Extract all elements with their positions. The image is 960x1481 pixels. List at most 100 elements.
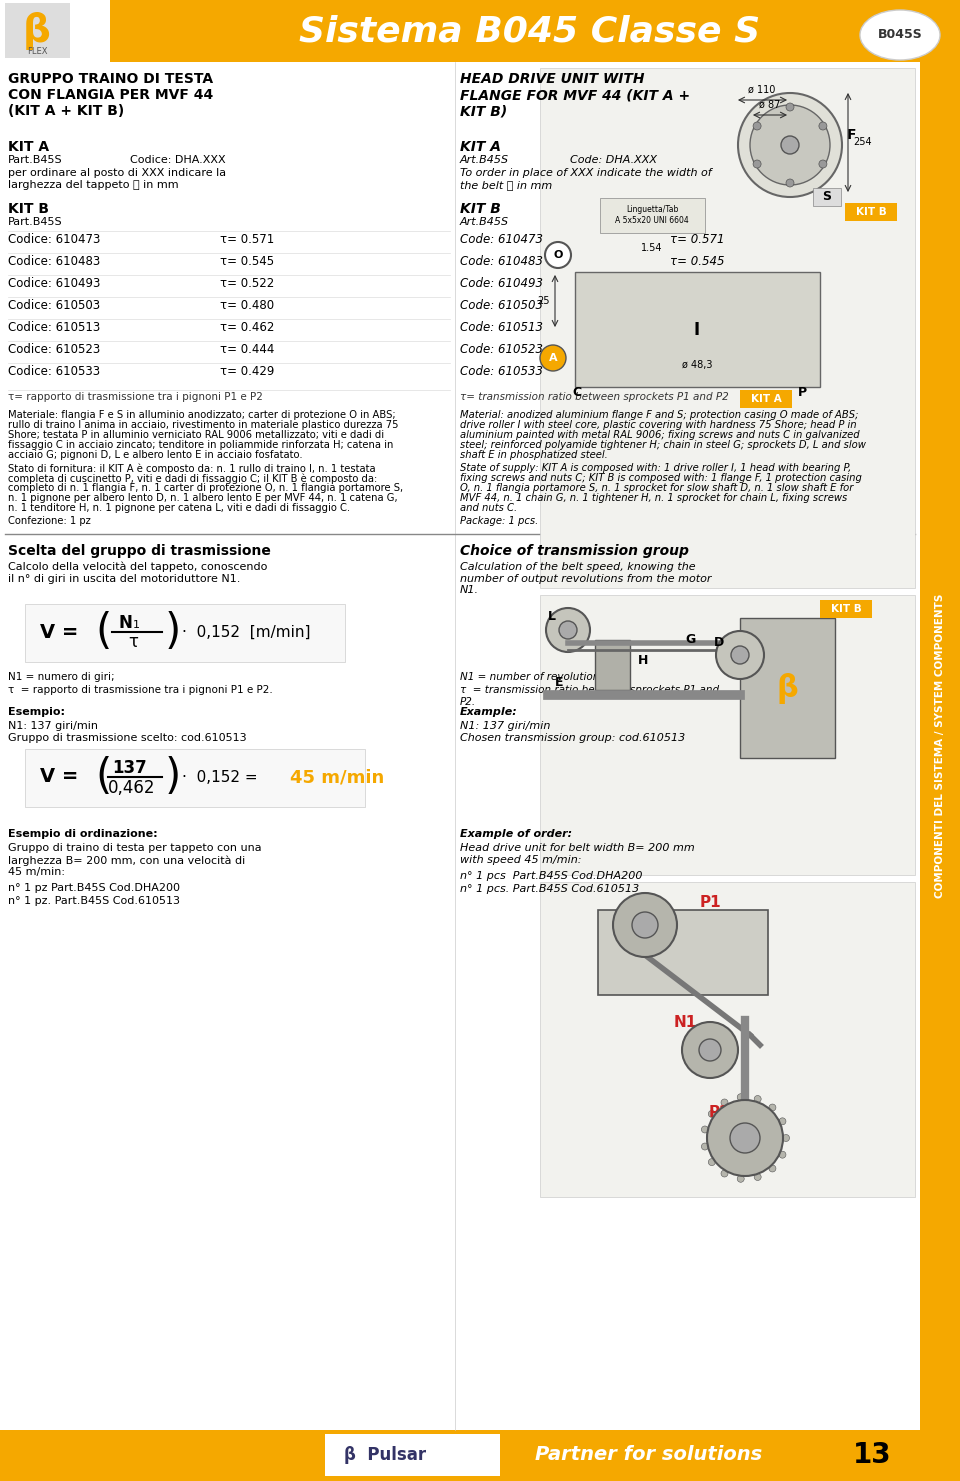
Text: ·  0,152  [m/min]: · 0,152 [m/min] xyxy=(182,625,310,640)
Text: ): ) xyxy=(165,755,181,798)
Text: (: ( xyxy=(95,755,111,798)
Text: Package: 1 pcs.: Package: 1 pcs. xyxy=(460,515,539,526)
Text: KIT B: KIT B xyxy=(855,207,886,218)
Text: per ordinare al posto di XXX indicare la
larghezza del tappeto Ⓑ in mm: per ordinare al posto di XXX indicare la… xyxy=(8,167,227,190)
Text: KIT A: KIT A xyxy=(460,141,501,154)
Text: Gruppo di trasmissione scelto: cod.610513: Gruppo di trasmissione scelto: cod.61051… xyxy=(8,733,247,743)
Text: L: L xyxy=(548,610,556,624)
Bar xyxy=(0,1431,960,1481)
Text: G: G xyxy=(684,632,695,646)
Bar xyxy=(540,595,915,875)
Text: FLEX: FLEX xyxy=(27,47,47,56)
Text: τ= 0.522: τ= 0.522 xyxy=(670,277,725,290)
Text: τ= rapporto di trasmissione tra i pignoni P1 e P2: τ= rapporto di trasmissione tra i pignon… xyxy=(8,392,263,401)
Circle shape xyxy=(721,1099,728,1106)
Text: n° 1 pcs  Part.B45S Cod.DHA200: n° 1 pcs Part.B45S Cod.DHA200 xyxy=(460,871,642,881)
Bar xyxy=(25,604,345,662)
Text: H: H xyxy=(638,653,648,666)
Bar xyxy=(540,883,915,1197)
Bar xyxy=(325,1434,500,1477)
Text: larghezza B= 200 mm, con una velocità di: larghezza B= 200 mm, con una velocità di xyxy=(8,855,245,865)
Circle shape xyxy=(737,1176,744,1182)
Text: completa di cuscinetto P, viti e dadi di fissaggio C; il KIT B è composto da:: completa di cuscinetto P, viti e dadi di… xyxy=(8,472,377,483)
Text: 1: 1 xyxy=(133,621,140,629)
Text: F: F xyxy=(847,127,856,142)
Text: KIT B: KIT B xyxy=(460,201,501,216)
Text: KIT B: KIT B xyxy=(830,604,861,615)
Text: Codice: 610483: Codice: 610483 xyxy=(8,255,100,268)
Text: Example of order:: Example of order: xyxy=(460,829,572,840)
Text: fissaggio C in acciaio zincato; tenditore in poliammide rinforzata H; catena in: fissaggio C in acciaio zincato; tenditor… xyxy=(8,440,394,450)
Text: Code: 610503: Code: 610503 xyxy=(460,299,543,312)
Text: Art.B45S: Art.B45S xyxy=(460,156,509,164)
Text: τ= 0.480: τ= 0.480 xyxy=(670,299,725,312)
Text: Codice: DHA.XXX: Codice: DHA.XXX xyxy=(130,156,226,164)
Text: COMPONENTI DEL SISTEMA / SYSTEM COMPONENTS: COMPONENTI DEL SISTEMA / SYSTEM COMPONEN… xyxy=(935,594,945,897)
Text: Chosen transmission group: cod.610513: Chosen transmission group: cod.610513 xyxy=(460,733,685,743)
Text: Code: 610493: Code: 610493 xyxy=(460,277,543,290)
Bar xyxy=(5,3,70,58)
Bar xyxy=(600,198,705,233)
Text: V =: V = xyxy=(40,767,79,786)
Text: Gruppo di traino di testa per tappeto con una: Gruppo di traino di testa per tappeto co… xyxy=(8,843,262,853)
Circle shape xyxy=(738,93,842,197)
Text: N1 = numero di giri;: N1 = numero di giri; xyxy=(8,672,114,681)
Text: β: β xyxy=(776,672,798,703)
Circle shape xyxy=(755,1173,761,1180)
Text: τ  = rapporto di trasmissione tra i pignoni P1 e P2.: τ = rapporto di trasmissione tra i pigno… xyxy=(8,686,273,695)
Text: State of supply: KIT A is composed with: 1 drive roller I, 1 head with bearing P: State of supply: KIT A is composed with:… xyxy=(460,464,852,472)
Text: Calculation of the belt speed, knowing the
number of output revolutions from the: Calculation of the belt speed, knowing t… xyxy=(460,561,711,595)
Text: drive roller I with steel core, plastic covering with hardness 75 Shore; head P : drive roller I with steel core, plastic … xyxy=(460,421,856,429)
Text: P1: P1 xyxy=(699,895,721,909)
Text: GRUPPO TRAINO DI TESTA
CON FLANGIA PER MVF 44
(KIT A + KIT B): GRUPPO TRAINO DI TESTA CON FLANGIA PER M… xyxy=(8,73,213,118)
Text: C: C xyxy=(572,385,581,398)
Text: aluminium painted with metal RAL 9006; fixing screws and nuts C in galvanized: aluminium painted with metal RAL 9006; f… xyxy=(460,429,859,440)
Circle shape xyxy=(786,104,794,111)
Text: Code: 610523: Code: 610523 xyxy=(460,344,543,355)
Circle shape xyxy=(781,136,799,154)
Text: τ= 0.571: τ= 0.571 xyxy=(670,233,725,246)
Text: A: A xyxy=(549,352,558,363)
Text: 45 m/min:: 45 m/min: xyxy=(8,866,65,877)
Text: τ= 0.444: τ= 0.444 xyxy=(220,344,275,355)
Text: Codice: 610473: Codice: 610473 xyxy=(8,233,101,246)
Text: Material: anodized aluminium flange F and S; protection casing O made of ABS;: Material: anodized aluminium flange F an… xyxy=(460,410,858,421)
Text: Scelta del gruppo di trasmissione: Scelta del gruppo di trasmissione xyxy=(8,544,271,558)
Text: I: I xyxy=(694,321,700,339)
Text: ): ) xyxy=(165,612,181,653)
Bar xyxy=(813,188,841,206)
Circle shape xyxy=(559,621,577,638)
Bar xyxy=(920,62,960,1431)
Text: Codice: 610533: Codice: 610533 xyxy=(8,364,100,378)
Text: τ= 0.522: τ= 0.522 xyxy=(220,277,275,290)
Ellipse shape xyxy=(860,10,940,61)
Text: KIT A: KIT A xyxy=(8,141,49,154)
Text: completo di n. 1 flangia F, n. 1 carter di protezione O, n. 1 flangia portamore : completo di n. 1 flangia F, n. 1 carter … xyxy=(8,483,403,493)
Text: 13: 13 xyxy=(852,1441,891,1469)
Text: and nuts C.: and nuts C. xyxy=(460,504,517,512)
Circle shape xyxy=(779,1118,786,1126)
Circle shape xyxy=(769,1103,776,1111)
Circle shape xyxy=(702,1126,708,1133)
Text: Code: 610483: Code: 610483 xyxy=(460,255,543,268)
Text: O, n. 1 flangia portamore S, n. 1 sprocket for slow shaft D, n. 1 slow shaft E f: O, n. 1 flangia portamore S, n. 1 sprock… xyxy=(460,483,853,493)
Text: Confezione: 1 pz: Confezione: 1 pz xyxy=(8,515,91,526)
Text: τ= 0.444: τ= 0.444 xyxy=(670,344,725,355)
Text: N1: 137 giri/min: N1: 137 giri/min xyxy=(8,721,98,732)
Text: τ= 0.429: τ= 0.429 xyxy=(220,364,275,378)
Text: Stato di fornitura: il KIT A è composto da: n. 1 rullo di traino I, n. 1 testata: Stato di fornitura: il KIT A è composto … xyxy=(8,464,375,474)
Text: Codice: 610503: Codice: 610503 xyxy=(8,299,100,312)
Text: shaft E in phosphatized steel.: shaft E in phosphatized steel. xyxy=(460,450,608,461)
Text: Part.B45S: Part.B45S xyxy=(8,156,62,164)
Text: HEAD DRIVE UNIT WITH
FLANGE FOR MVF 44 (KIT A +
KIT B): HEAD DRIVE UNIT WITH FLANGE FOR MVF 44 (… xyxy=(460,73,690,118)
Text: 137: 137 xyxy=(112,758,147,778)
Text: τ= 0.571: τ= 0.571 xyxy=(220,233,275,246)
Bar xyxy=(540,68,915,588)
Circle shape xyxy=(786,179,794,187)
Text: O: O xyxy=(553,250,563,261)
Text: Esempio di ordinazione:: Esempio di ordinazione: xyxy=(8,829,157,840)
Text: 0,462: 0,462 xyxy=(108,779,156,797)
Text: Code: 610513: Code: 610513 xyxy=(460,321,543,335)
Circle shape xyxy=(779,1151,786,1158)
Text: P: P xyxy=(798,385,807,398)
